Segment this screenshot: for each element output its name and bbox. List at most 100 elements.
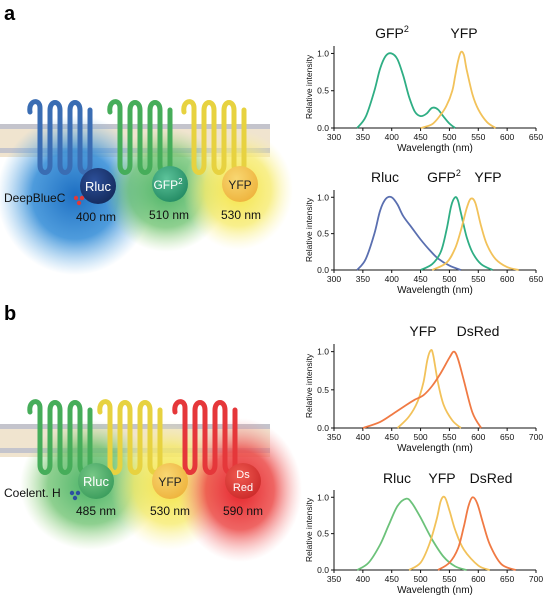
rluc-wavelength-b: 485 nm xyxy=(76,504,116,518)
x-tick-label: 450 xyxy=(413,132,427,142)
chart1-label-yfp: YFP xyxy=(450,25,477,41)
x-tick-label: 550 xyxy=(471,132,485,142)
yfp-wavelength-a: 530 nm xyxy=(221,208,261,222)
chart2-label-gfp2: GFP2 xyxy=(427,168,461,185)
y-tick-label: 0.0 xyxy=(317,265,329,275)
substrate-dot xyxy=(72,495,78,501)
x-axis-label: Wavelength (nm) xyxy=(397,585,473,596)
substrate-dot xyxy=(79,195,85,201)
rluc-donor-a xyxy=(80,168,116,204)
x-tick-label: 500 xyxy=(413,432,427,442)
y-tick-label: 0.5 xyxy=(317,529,329,539)
x-tick-label: 700 xyxy=(529,432,543,442)
spectrum-chart-2: 300 350 400 450 500 550 600 650 0.0 0.5 1.0 Wavelen… xyxy=(304,190,543,296)
x-tick-label: 650 xyxy=(500,432,514,442)
series-line-yfp xyxy=(431,197,519,271)
series-line-gfp xyxy=(420,196,494,271)
x-tick-label: 400 xyxy=(385,132,399,142)
x-tick-label: 600 xyxy=(500,274,514,284)
x-tick-label: 400 xyxy=(385,274,399,284)
panel-letter-b: b xyxy=(4,303,16,325)
x-tick-label: 550 xyxy=(442,574,456,584)
x-tick-label: 350 xyxy=(356,132,370,142)
y-tick-label: 0.5 xyxy=(317,86,329,96)
x-tick-label: 400 xyxy=(356,432,370,442)
y-tick-label: 0.5 xyxy=(317,385,329,395)
y-tick-label: 1.0 xyxy=(317,192,329,202)
x-tick-label: 500 xyxy=(442,274,456,284)
gfp2-sup-a: 2 xyxy=(178,177,183,186)
substrate-dot xyxy=(69,490,75,496)
x-tick-label: 550 xyxy=(471,274,485,284)
x-tick-label: 600 xyxy=(500,132,514,142)
x-tick-label: 650 xyxy=(500,574,514,584)
chart4-label-yfp: YFP xyxy=(428,470,455,486)
substrate-dot xyxy=(76,200,82,206)
x-axis-label: Wavelength (nm) xyxy=(397,285,473,296)
series-line-yfp xyxy=(396,349,462,429)
yfp-label-b: YFP xyxy=(158,475,181,489)
receptor-yfp-a xyxy=(181,99,247,175)
dsred-label-line1: Ds xyxy=(236,469,250,481)
x-tick-label: 550 xyxy=(442,432,456,442)
x-tick-label: 500 xyxy=(442,132,456,142)
y-tick-label: 0.0 xyxy=(317,565,329,575)
rluc-donor-b xyxy=(78,463,114,499)
chart4-label-rluc: Rluc xyxy=(383,470,411,486)
x-tick-label: 600 xyxy=(471,574,485,584)
rluc-label-a: Rluc xyxy=(85,179,112,194)
x-tick-label: 300 xyxy=(327,274,341,284)
y-axis-label: Relative intensity xyxy=(304,353,314,418)
yfp-acceptor-a xyxy=(222,166,258,202)
yfp-label-a: YFP xyxy=(228,178,251,192)
chart2-gfp-text: GFP xyxy=(427,169,456,185)
y-axis-label: Relative intensity xyxy=(304,54,314,119)
receptor-rluc-b xyxy=(27,399,93,475)
chart2-label-rluc: Rluc xyxy=(371,169,399,185)
chart1-gfp-sup: 2 xyxy=(404,24,409,34)
chart2-label-yfp: YFP xyxy=(474,169,501,185)
rluc-wavelength-a: 400 nm xyxy=(76,210,116,224)
x-tick-label: 400 xyxy=(356,574,370,584)
chart4-label-dsred: DsRed xyxy=(470,470,513,486)
series-line-dsred xyxy=(437,496,517,571)
y-axis-label: Relative intensity xyxy=(304,197,314,262)
series-line-yfp xyxy=(420,50,497,129)
y-tick-label: 1.0 xyxy=(317,347,329,357)
x-tick-label: 450 xyxy=(385,432,399,442)
chart1-gfp-text: GFP xyxy=(375,25,404,41)
x-tick-label: 650 xyxy=(529,274,543,284)
x-tick-label: 350 xyxy=(327,432,341,442)
series-line-rluc xyxy=(356,497,467,571)
rluc-label-b: Rluc xyxy=(83,474,110,489)
x-tick-label: 500 xyxy=(413,574,427,584)
yfp-wavelength-b: 530 nm xyxy=(150,504,190,518)
spectrum-chart-4: 350 400 450 500 550 600 650 700 0.0 0.5 1.0 Wavelen… xyxy=(304,490,543,596)
receptor-dsred-b xyxy=(172,399,238,475)
y-tick-label: 1.0 xyxy=(317,492,329,502)
yfp-relay-b xyxy=(152,463,188,499)
x-axis-label: Wavelength (nm) xyxy=(397,443,473,454)
y-tick-label: 0.0 xyxy=(317,423,329,433)
x-tick-label: 700 xyxy=(529,574,543,584)
chart3-label-yfp: YFP xyxy=(409,323,436,339)
y-tick-label: 1.0 xyxy=(317,48,329,58)
x-tick-label: 450 xyxy=(385,574,399,584)
y-tick-label: 0.0 xyxy=(317,123,329,133)
x-tick-label: 350 xyxy=(327,574,341,584)
dsred-acceptor-b xyxy=(225,463,261,499)
chart3-label-dsred: DsRed xyxy=(457,323,500,339)
gfp2-name-a: GFP xyxy=(153,178,178,192)
y-axis-label: Relative intensity xyxy=(304,497,314,562)
spectrum-chart-3: 350 400 450 500 550 600 650 700 0.0 0.5 1.0 Wavelen… xyxy=(304,344,543,454)
series-line-yfp xyxy=(408,495,491,571)
x-tick-label: 600 xyxy=(471,432,485,442)
x-tick-label: 300 xyxy=(327,132,341,142)
receptor-rluc-a xyxy=(27,99,93,175)
chart1-label-gfp2: GFP2 xyxy=(375,24,409,41)
gfp2-relay-a xyxy=(152,166,188,202)
gfp2-label-a: GFP2 xyxy=(153,177,183,192)
chart2-gfp-sup: 2 xyxy=(456,168,461,178)
dsred-wavelength-b: 590 nm xyxy=(223,504,263,518)
